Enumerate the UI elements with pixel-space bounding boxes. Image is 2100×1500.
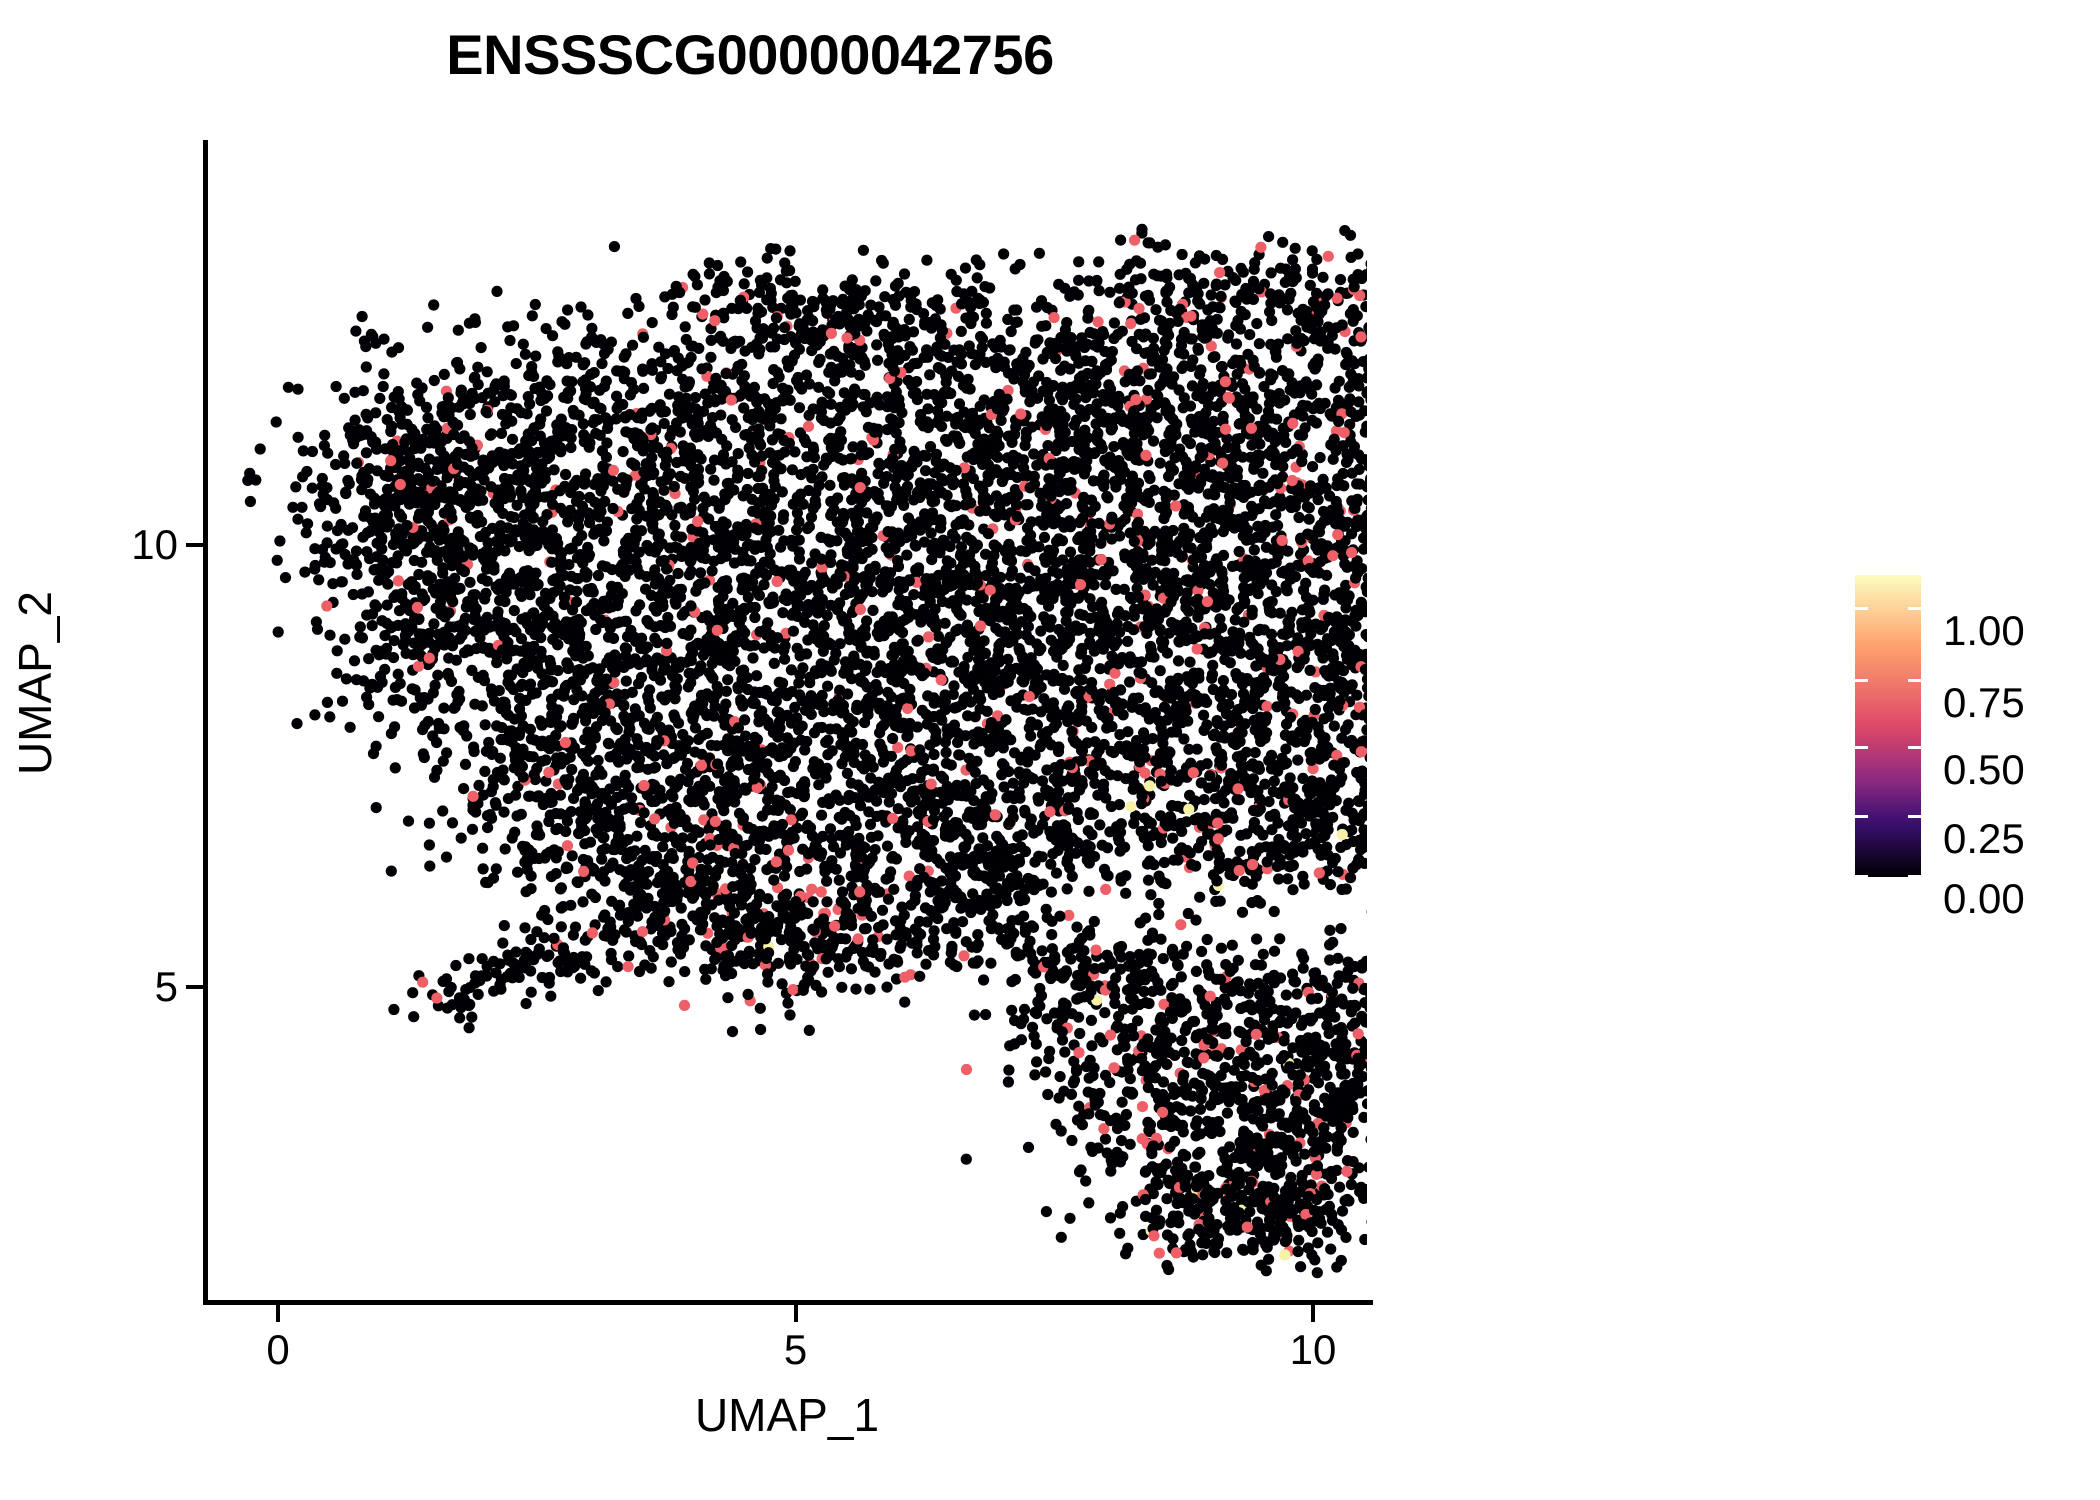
scatter-points-layer [242, 223, 1367, 1279]
colorbar-tick [1908, 815, 1921, 819]
colorbar-gradient [1855, 575, 1921, 877]
colorbar-tick [1855, 679, 1868, 683]
x-axis-title: UMAP_1 [694, 1389, 880, 1441]
y-axis-ticks: 5 10 [0, 0, 178, 1500]
x-tick-label: 5 [783, 1326, 808, 1373]
x-tick-mark [276, 1305, 280, 1322]
colorbar-tick [1855, 815, 1868, 819]
colorbar-label: 0.00 [1943, 875, 2025, 923]
y-axis-line [203, 140, 208, 1305]
y-tick-mark [186, 543, 203, 547]
colorbar-label: 0.75 [1943, 679, 2025, 727]
plot-panel [207, 140, 1367, 1302]
y-axis-title: UMAP_2 [9, 590, 61, 776]
x-tick-mark [793, 1305, 798, 1322]
colorbar-tick [1855, 606, 1868, 610]
colorbar-label: 0.50 [1943, 745, 2025, 793]
colorbar-tick [1855, 745, 1868, 749]
y-tick-label: 5 [154, 963, 178, 1010]
x-axis-line [203, 1300, 1373, 1305]
colorbar-tick [1855, 875, 1868, 879]
page-title: ENSSSCG00000042756 [446, 23, 1054, 86]
y-tick-label: 10 [131, 521, 178, 568]
x-tick-mark [1311, 1305, 1315, 1322]
colorbar-tick [1908, 679, 1921, 683]
colorbar-label: 0.25 [1943, 815, 2025, 863]
colorbar-legend: 1.00 0.75 0.50 0.25 0.00 [1855, 575, 2085, 922]
colorbar-tick [1908, 875, 1921, 879]
x-tick-label: 0 [266, 1326, 290, 1373]
y-tick-mark [186, 985, 203, 989]
colorbar [1855, 575, 1921, 879]
colorbar-tick [1908, 606, 1921, 610]
x-tick-label: 10 [1289, 1326, 1337, 1373]
colorbar-tick [1908, 745, 1921, 749]
colorbar-label: 1.00 [1943, 606, 2025, 654]
